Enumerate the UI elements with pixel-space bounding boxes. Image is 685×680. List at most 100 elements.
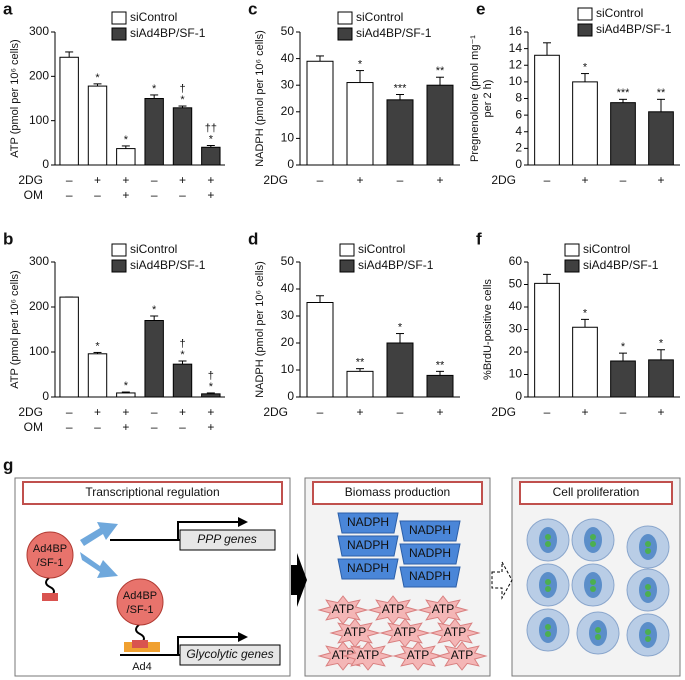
significance-mark: ** bbox=[436, 359, 445, 371]
y-axis-label: %BrdU-positive cells bbox=[482, 279, 494, 380]
atp-label: ATP bbox=[432, 602, 454, 616]
chromatin bbox=[590, 534, 596, 540]
y-tick-label: 200 bbox=[29, 299, 49, 313]
y-tick-label: 8 bbox=[515, 91, 522, 105]
significance-mark: * bbox=[621, 341, 626, 353]
significance-mark: * bbox=[180, 349, 185, 361]
significance-mark: † bbox=[208, 370, 214, 382]
gene-label: PPP genes bbox=[197, 532, 257, 546]
y-axis-label: Pregnenolone (pmol mg⁻¹ bbox=[469, 35, 481, 162]
nadph-label: NADPH bbox=[347, 538, 389, 552]
condition-mark: – bbox=[179, 420, 186, 434]
condition-mark: – bbox=[397, 173, 404, 187]
condition-mark: – bbox=[151, 173, 158, 187]
condition-mark: + bbox=[122, 188, 129, 202]
chromatin bbox=[590, 579, 596, 585]
legend-label: siControl bbox=[130, 242, 177, 256]
bar bbox=[59, 296, 79, 398]
condition-mark: – bbox=[620, 405, 627, 419]
significance-mark: †† bbox=[205, 122, 217, 134]
legend-swatch bbox=[111, 259, 127, 273]
condition-mark: + bbox=[94, 173, 101, 187]
significance-mark: * bbox=[659, 338, 664, 350]
bar bbox=[610, 360, 636, 398]
atp-label: ATP bbox=[444, 625, 466, 639]
y-axis-label: ATP (pmol per 10⁶ cells) bbox=[9, 270, 21, 388]
bar bbox=[306, 302, 334, 398]
condition-mark: – bbox=[317, 173, 324, 187]
condition-mark: + bbox=[207, 173, 214, 187]
legend-swatch bbox=[337, 27, 353, 41]
chromatin bbox=[545, 534, 551, 540]
nadph-label: NADPH bbox=[409, 546, 451, 560]
bar bbox=[306, 60, 334, 166]
chromatin bbox=[545, 579, 551, 585]
nadph-block bbox=[399, 543, 461, 565]
legend-label: siControl bbox=[130, 10, 177, 24]
atp-label: ATP bbox=[407, 648, 429, 662]
atp-star bbox=[379, 618, 431, 648]
y-tick-label: 10 bbox=[281, 362, 295, 376]
condition-mark: + bbox=[207, 405, 214, 419]
chromatin bbox=[645, 541, 651, 547]
significance-mark: * bbox=[152, 304, 157, 316]
bar bbox=[386, 342, 414, 398]
y-tick-label: 30 bbox=[281, 308, 295, 322]
y-tick-label: 14 bbox=[509, 41, 523, 55]
legend-swatch bbox=[111, 27, 127, 41]
significance-mark: * bbox=[209, 133, 214, 145]
significance-mark: * bbox=[95, 72, 100, 84]
panel-header bbox=[312, 481, 483, 505]
nadph-label: NADPH bbox=[347, 515, 389, 529]
chromatin bbox=[595, 627, 601, 633]
panel-letter: f bbox=[476, 229, 482, 248]
significance-mark: * bbox=[583, 61, 588, 73]
y-tick-label: 10 bbox=[281, 131, 295, 145]
condition-mark: + bbox=[657, 405, 664, 419]
factor-label: Ad4BP bbox=[123, 590, 157, 602]
panel-title: Biomass production bbox=[345, 485, 450, 499]
activation-arrow bbox=[80, 522, 118, 546]
bar bbox=[426, 374, 454, 398]
arrow-head bbox=[238, 517, 248, 527]
bar bbox=[534, 282, 560, 398]
condition-mark: + bbox=[122, 420, 129, 434]
y-tick-label: 0 bbox=[42, 157, 49, 171]
y-tick-label: 0 bbox=[287, 389, 294, 403]
process-arrow bbox=[491, 560, 513, 600]
condition-name: OM bbox=[24, 188, 43, 202]
panel-title: Cell proliferation bbox=[553, 485, 640, 499]
bar bbox=[648, 111, 674, 166]
condition-mark: – bbox=[66, 173, 73, 187]
y-tick-label: 16 bbox=[509, 24, 523, 38]
factor-label: /SF-1 bbox=[127, 604, 154, 616]
bar bbox=[201, 393, 221, 398]
bar bbox=[610, 102, 636, 166]
bar bbox=[87, 353, 108, 398]
legend-swatch bbox=[577, 7, 593, 21]
bar bbox=[144, 98, 164, 166]
legend-label: siControl bbox=[583, 242, 630, 256]
panel-title: Transcriptional regulation bbox=[85, 485, 219, 499]
gene-box bbox=[179, 644, 281, 666]
panel-header bbox=[22, 481, 283, 505]
legend-label: siAd4BP/SF-1 bbox=[130, 26, 206, 40]
condition-name: 2DG bbox=[18, 173, 43, 187]
significance-mark: ** bbox=[436, 65, 445, 77]
bar bbox=[346, 370, 374, 398]
legend-swatch bbox=[111, 11, 127, 25]
y-axis-label: NADPH (pmol per 10⁶ cells) bbox=[254, 30, 266, 167]
y-tick-label: 10 bbox=[509, 74, 523, 88]
bar bbox=[59, 56, 79, 166]
bar bbox=[144, 320, 164, 398]
nadph-block bbox=[399, 520, 461, 542]
significance-mark: ** bbox=[657, 87, 666, 99]
condition-mark: + bbox=[657, 173, 664, 187]
nadph-label: NADPH bbox=[409, 569, 451, 583]
nadph-block bbox=[337, 535, 399, 557]
panel-letter: d bbox=[248, 229, 258, 248]
condition-name: 2DG bbox=[491, 405, 516, 419]
condition-mark: – bbox=[151, 188, 158, 202]
y-tick-label: 20 bbox=[281, 335, 295, 349]
